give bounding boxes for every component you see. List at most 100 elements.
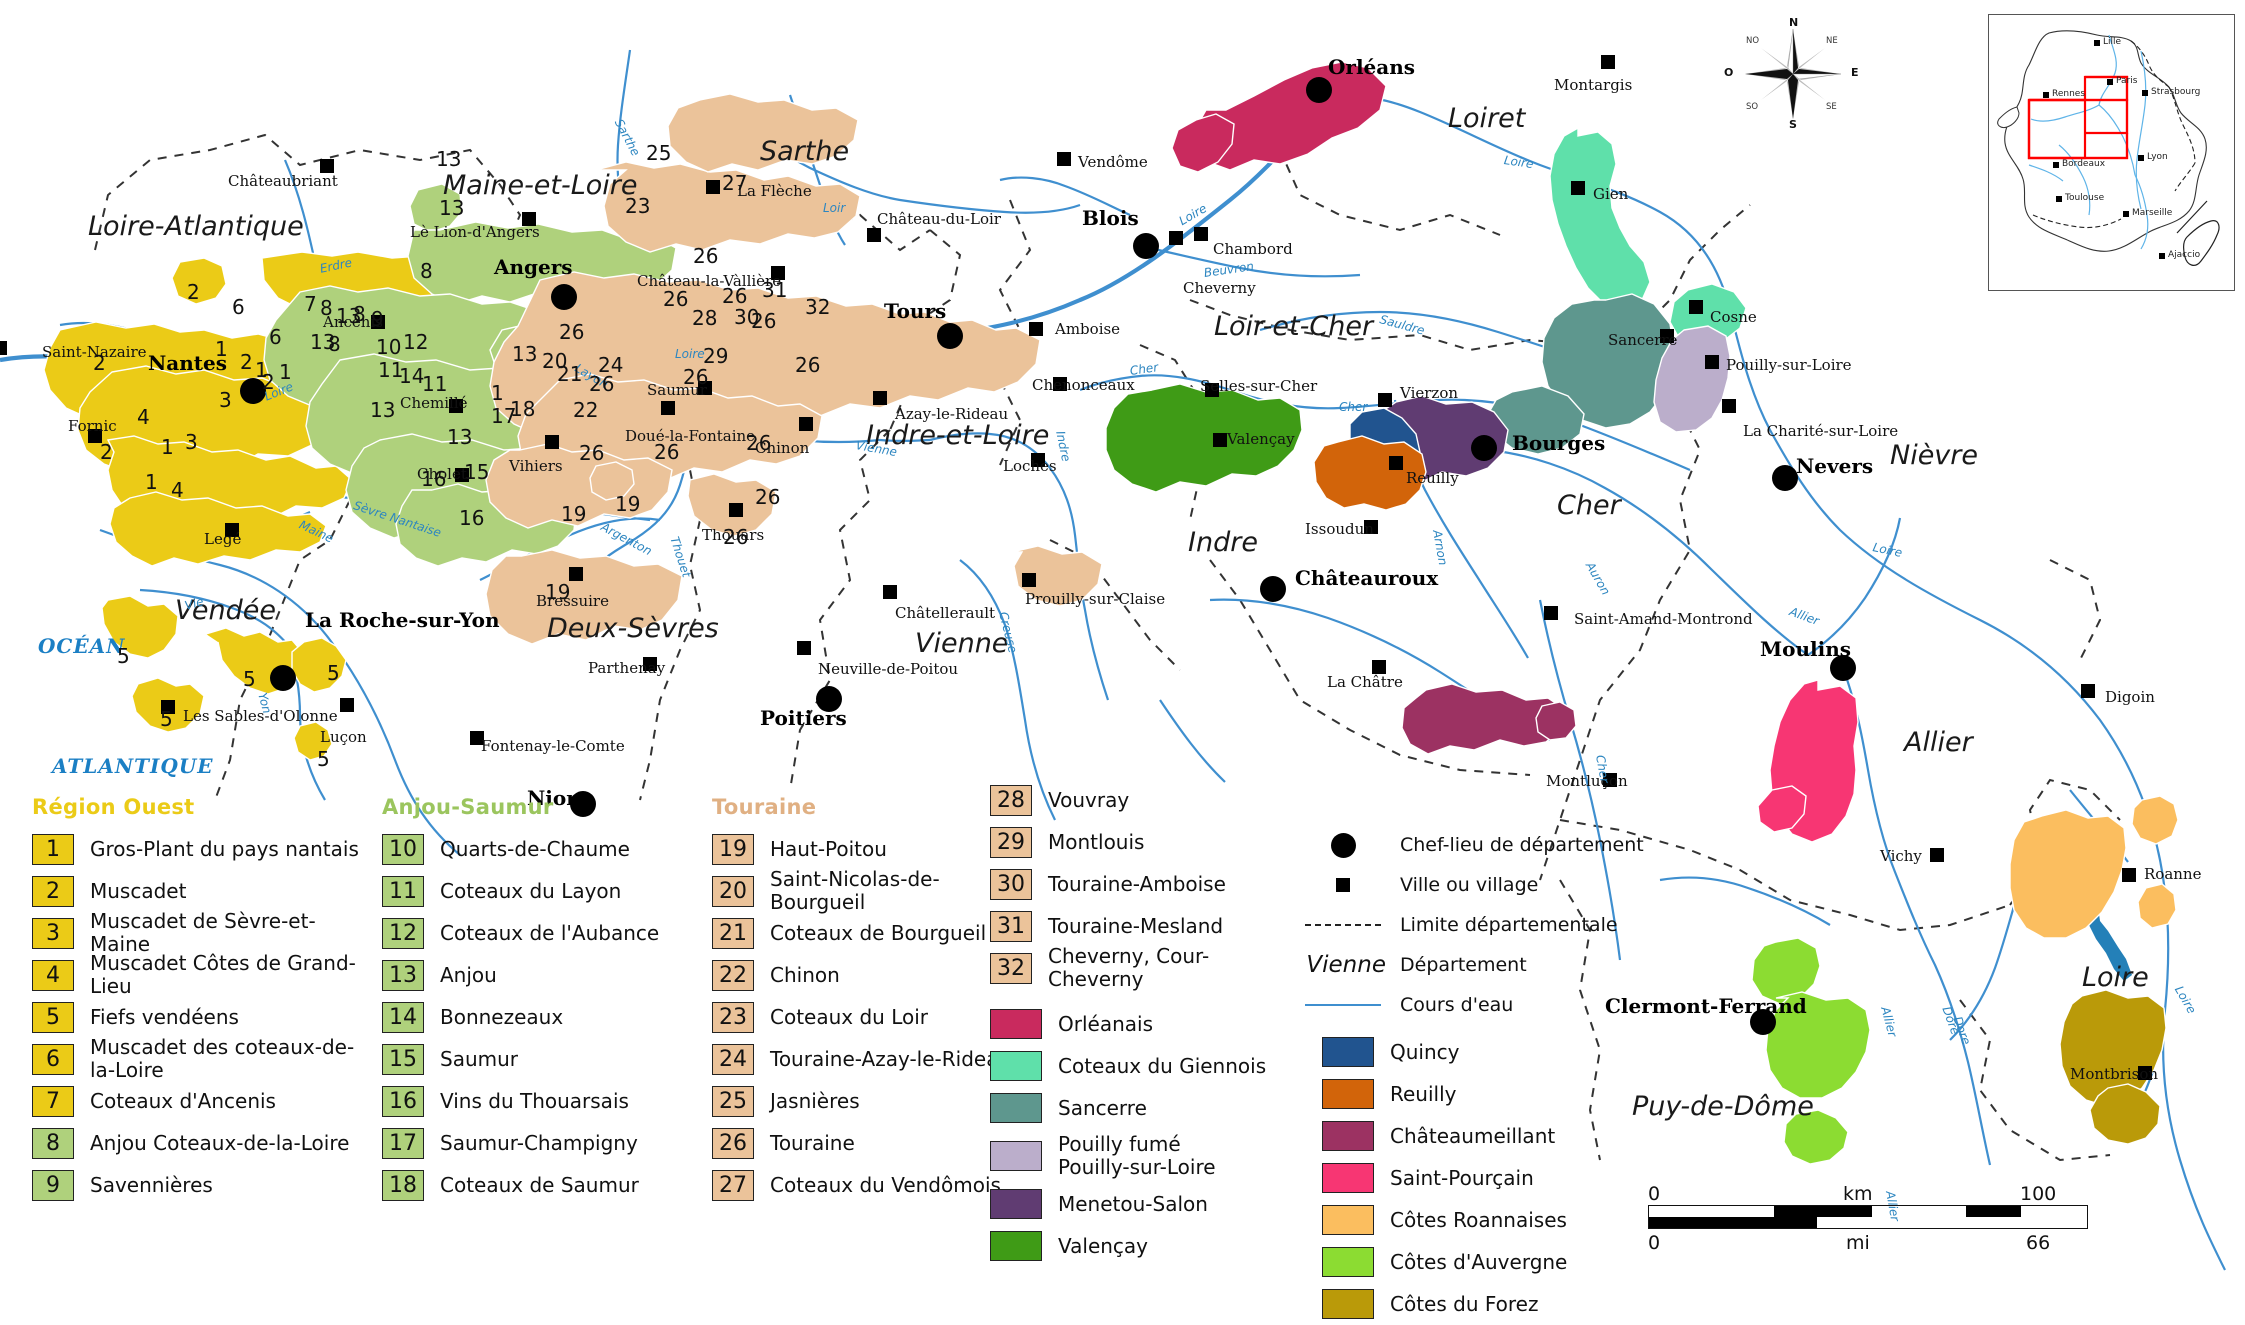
legend-swatch-item[interactable]: Saint-Pourçain: [1300, 1157, 1720, 1199]
legend-item[interactable]: 32 Cheverny, Cour-Cheverny: [990, 944, 1280, 991]
legend-item[interactable]: 19 Haut-Poitou: [712, 828, 1012, 870]
legend-item[interactable]: 31 Touraine-Mesland: [990, 905, 1280, 947]
appellation-number: 15: [464, 460, 490, 484]
prefecture-marker: [1471, 435, 1497, 461]
legend-item[interactable]: 30 Touraine-Amboise: [990, 863, 1280, 905]
town-label: Saumur: [647, 381, 707, 399]
scale-mi-unit: mi: [1846, 1232, 1870, 1254]
legend-color-swatch: [990, 1051, 1042, 1081]
legend-item-label: Haut-Poitou: [770, 836, 887, 861]
legend-item-label: Coteaux du Layon: [440, 878, 622, 903]
prefecture-label: Bourges: [1512, 431, 1606, 455]
legend-item-label: Cheverny, Cour-Cheverny: [1048, 944, 1210, 991]
legend-item[interactable]: 3 Muscadet de Sèvre-et-Maine: [32, 910, 372, 956]
legend-item-label: Muscadet Côtes de Grand-Lieu: [90, 951, 356, 998]
town-label: Vihiers: [509, 457, 563, 475]
legend-item-label: Vouvray: [1048, 787, 1130, 812]
legend-item[interactable]: 29 Montlouis: [990, 821, 1280, 863]
legend-item[interactable]: 21 Coteaux de Bourgueil: [712, 912, 1012, 954]
legend-item[interactable]: 10 Quarts-de-Chaume: [382, 828, 702, 870]
cotes-auvergne-area: [1751, 937, 1871, 1165]
legend-swatch-item[interactable]: Châteaumeillant: [1300, 1115, 1720, 1157]
town-label: La Charité-sur-Loire: [1743, 422, 1899, 440]
town-label: La Flèche: [737, 182, 812, 200]
legend-color-swatch: [990, 1009, 1042, 1039]
legend-item[interactable]: 1 Gros-Plant du pays nantais: [32, 828, 372, 870]
town-label: Montluçon: [1546, 772, 1628, 790]
valencay-area: [1105, 383, 1303, 493]
legend-swatch-item[interactable]: Sancerre: [990, 1087, 1280, 1129]
legend-item-label: Anjou Coteaux-de-la-Loire: [90, 1130, 350, 1155]
legend-number-chip: 14: [382, 1001, 424, 1033]
town-label: Cosne: [1710, 308, 1757, 326]
legend-swatch-item[interactable]: Coteaux du Giennois: [990, 1045, 1280, 1087]
legend-item[interactable]: 8 Anjou Coteaux-de-la-Loire: [32, 1122, 372, 1164]
inset-city-label: Marseille: [2132, 208, 2173, 218]
legend-item[interactable]: 18 Coteaux de Saumur: [382, 1164, 702, 1206]
legend-item[interactable]: 7 Coteaux d'Ancenis: [32, 1080, 372, 1122]
legend-item[interactable]: 22 Chinon: [712, 954, 1012, 996]
department-label: Deux-Sèvres: [547, 613, 719, 644]
legend-item[interactable]: 9 Savennières: [32, 1164, 372, 1206]
legend-item[interactable]: 24 Touraine-Azay-le-Rideau: [712, 1038, 1012, 1080]
legend-item-label: Vins du Thouarsais: [440, 1088, 629, 1113]
appellation-number: 32: [805, 295, 831, 319]
legend-item[interactable]: 25 Jasnières: [712, 1080, 1012, 1122]
scale-mi-max: 66: [2026, 1232, 2051, 1254]
legend-item[interactable]: 15 Saumur: [382, 1038, 702, 1080]
town-marker: [1169, 231, 1183, 245]
town-marker: [797, 641, 811, 655]
legend-item[interactable]: 6 Muscadet des coteaux-de-la-Loire: [32, 1036, 372, 1082]
prefecture-marker: [1260, 576, 1286, 602]
legend-item[interactable]: 11 Coteaux du Layon: [382, 870, 702, 912]
legend-swatch-item[interactable]: Pouilly fumé Pouilly-sur-Loire: [990, 1129, 1280, 1183]
legend-item[interactable]: 5 Fiefs vendéens: [32, 996, 372, 1038]
legend-item[interactable]: 26 Touraine: [712, 1122, 1012, 1164]
legend-item[interactable]: 17 Saumur-Champigny: [382, 1122, 702, 1164]
department-label: Allier: [1904, 727, 1973, 758]
town-marker: [1057, 152, 1071, 166]
town-marker: [1029, 322, 1043, 336]
legend-item[interactable]: 14 Bonnezeaux: [382, 996, 702, 1038]
legend-color-swatch: [1322, 1121, 1374, 1151]
legend-item[interactable]: 23 Coteaux du Loir: [712, 996, 1012, 1038]
legend-swatch-item[interactable]: Valençay: [990, 1225, 1280, 1267]
legend-number-chip: 27: [712, 1169, 754, 1201]
legend-swatch-item[interactable]: Reuilly: [1300, 1073, 1720, 1115]
town-marker: [698, 381, 712, 395]
legend-item[interactable]: 20 Saint-Nicolas-de-Bourgueil: [712, 868, 1012, 914]
town-square-icon: [1336, 878, 1350, 892]
legend-swatch-item[interactable]: Côtes Roannaises: [1300, 1199, 1720, 1241]
legend-swatch-item[interactable]: Menetou-Salon: [990, 1183, 1280, 1225]
legend-swatch-item[interactable]: Quincy: [1300, 1031, 1720, 1073]
legend-number-chip: 29: [990, 826, 1032, 858]
appellation-number: 8: [420, 259, 433, 283]
legend-item[interactable]: 16 Vins du Thouarsais: [382, 1080, 702, 1122]
legend-item[interactable]: 12 Coteaux de l'Aubance: [382, 912, 702, 954]
legend-swatch-item[interactable]: Côtes d'Auvergne: [1300, 1241, 1720, 1283]
legend-item[interactable]: 27 Coteaux du Vendômois: [712, 1164, 1012, 1206]
legend-item-label: Bonnezeaux: [440, 1004, 564, 1029]
appellation-number: 17: [491, 404, 517, 428]
legend-swatch-item[interactable]: Côtes du Forez: [1300, 1283, 1720, 1325]
town-label: Lè Lion-d'Angers: [410, 223, 540, 241]
legend-swatch-item[interactable]: Orléanais: [990, 1003, 1280, 1045]
appellation-number: 9: [371, 307, 384, 331]
appellation-number: 26: [693, 244, 719, 268]
appellation-number: 23: [625, 194, 651, 218]
town-label: Saint-Amand-Montrond: [1574, 610, 1753, 628]
legend-number-chip: 32: [990, 952, 1032, 984]
ocean-label: OCÉAN: [38, 634, 126, 658]
legend-item[interactable]: 28 Vouvray: [990, 779, 1280, 821]
legend-symbol-label: Limite départementale: [1400, 914, 1618, 936]
legend-number-chip: 4: [32, 959, 74, 991]
legend-item[interactable]: 4 Muscadet Côtes de Grand-Lieu: [32, 951, 372, 998]
legend-item[interactable]: 2 Muscadet: [32, 870, 372, 912]
legend-swatch-label: Saint-Pourçain: [1390, 1165, 1534, 1190]
inset-city-marker: [2043, 92, 2049, 98]
town-label: Ancenis: [323, 313, 383, 331]
legend-item[interactable]: 13 Anjou: [382, 954, 702, 996]
appellation-number: 2: [240, 350, 253, 374]
legend-color-swatch: [990, 1093, 1042, 1123]
legend-number-chip: 21: [712, 917, 754, 949]
